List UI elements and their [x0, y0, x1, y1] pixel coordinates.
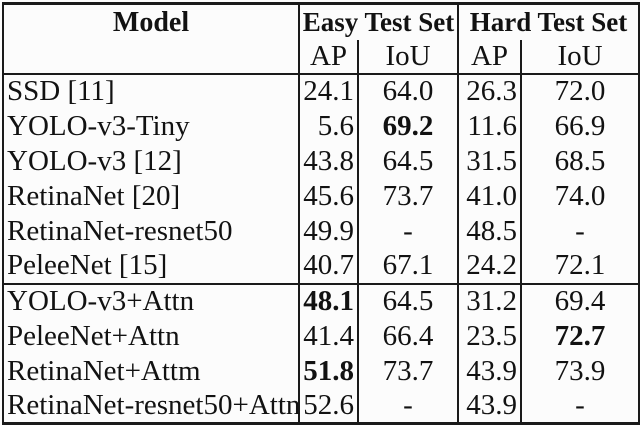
easy-iou-cell: 66.4	[358, 318, 460, 354]
easy-ap-cell: 49.9	[299, 213, 359, 249]
easy-iou-cell: 69.2	[358, 108, 460, 144]
hard-iou-cell: 73.9	[554, 354, 606, 387]
easy-ap-cell: 45.6	[299, 178, 359, 214]
model-name-cell: YOLO-v3 [12]	[3, 143, 300, 179]
hard-iou-cell: 69.4	[521, 282, 640, 319]
model-name-cell: PeleeNet+Attn	[3, 318, 300, 354]
hard-ap-cell: 11.6	[458, 108, 523, 144]
easy-iou-cell: 67.1	[358, 248, 460, 284]
hard-ap-cell: 43.9	[458, 353, 523, 389]
hard-iou-cell: 74.0	[554, 179, 606, 212]
model-column-header: Model	[3, 3, 300, 75]
hard-iou-cell: 66.9	[554, 109, 606, 142]
model-name-cell: RetinaNet-resnet50	[3, 213, 300, 249]
hard-iou-column-header: IoU	[521, 39, 640, 75]
model-name-cell: YOLO-v3+Attn	[3, 282, 300, 319]
hard-iou-cell: 72.1	[554, 249, 606, 281]
hard-iou-cell: -	[575, 214, 585, 247]
model-name-cell: PeleeNet [15]	[3, 248, 300, 284]
model-name-cell: RetinaNet-resnet50+Attn	[3, 388, 300, 424]
hard-ap-cell: 24.2	[458, 248, 523, 284]
easy-ap-cell: 5.6	[299, 108, 359, 144]
table-row: YOLO-v3 [12] 43.8 64.5 31.5 68.5	[3, 143, 639, 179]
easy-iou-cell: 64.0	[358, 73, 460, 109]
table-row: SSD [11] 24.1 64.0 26.3 72.0	[3, 73, 639, 109]
table-row: RetinaNet [20] 45.6 73.7 41.0 74.0	[3, 178, 639, 214]
table-body: SSD [11] 24.1 64.0 26.3 72.0 YOLO-v3-Tiny 5.6 6…	[3, 73, 640, 424]
hard-ap-column-header: AP	[458, 39, 523, 75]
hard-iou-cell: 72.0	[554, 75, 606, 107]
hard-iou-cell: 72.7	[554, 319, 606, 352]
table-subheader-row: AP IoU AP IoU	[3, 39, 640, 75]
table-row: RetinaNet-resnet50+Attn 52.6-43.9-	[3, 388, 639, 424]
hard-ap-cell: 31.2	[458, 282, 523, 319]
easy-test-set-header: Easy Test Set	[299, 3, 460, 40]
easy-iou-cell: 64.5	[358, 143, 460, 179]
easy-ap-cell: 40.7	[299, 248, 359, 284]
hard-test-set-header: Hard Test Set	[469, 6, 628, 37]
model-name-cell: SSD [11]	[3, 73, 300, 109]
hard-ap-cell: 43.9	[458, 388, 523, 424]
easy-iou-cell: 73.7	[358, 178, 460, 214]
easy-ap-cell: 51.8	[299, 353, 359, 389]
table-header-row: Model Easy Test Set Hard Test Set	[3, 3, 639, 75]
hard-ap-cell: 41.0	[458, 178, 523, 214]
easy-iou-cell: -	[358, 388, 460, 424]
easy-ap-cell: 43.8	[299, 143, 359, 179]
easy-iou-column-header: IoU	[358, 39, 460, 75]
hard-ap-cell: 31.5	[458, 143, 523, 179]
model-name-cell: RetinaNet+Attm	[3, 353, 300, 389]
table-row: YOLO-v3+Attn 48.1 64.5 31.2 69.4	[3, 282, 640, 319]
easy-iou-cell: -	[358, 213, 460, 249]
easy-ap-column-header: AP	[299, 39, 359, 75]
easy-iou-cell: 64.5	[358, 282, 460, 319]
model-name-cell: RetinaNet [20]	[3, 178, 300, 214]
easy-ap-cell: 24.1	[299, 73, 359, 109]
hard-ap-cell: 26.3	[458, 73, 523, 109]
table-row: YOLO-v3-Tiny 5.6 69.2 11.6 66.9	[3, 108, 639, 144]
hard-iou-cell: -	[575, 388, 585, 421]
easy-ap-cell: 48.1	[299, 282, 359, 319]
hard-ap-cell: 48.5	[458, 213, 523, 249]
table-row: RetinaNet+Attm 51.8 73.7 43.9 73.9	[3, 353, 639, 389]
easy-ap-cell: 41.4	[299, 318, 359, 354]
table-row: PeleeNet+Attn 41.4 66.4 23.5 72.7	[3, 318, 639, 354]
hard-ap-cell: 23.5	[458, 318, 523, 354]
model-name-cell: YOLO-v3-Tiny	[3, 108, 300, 144]
table-row: RetinaNet-resnet50 49.9-48.5-	[3, 213, 639, 249]
easy-ap-cell: 52.6	[299, 388, 359, 424]
hard-iou-cell: 68.5	[554, 144, 606, 177]
easy-iou-cell: 73.7	[358, 353, 460, 389]
table-row: PeleeNet [15] 40.7 67.1 24.2 72.1	[3, 248, 639, 284]
